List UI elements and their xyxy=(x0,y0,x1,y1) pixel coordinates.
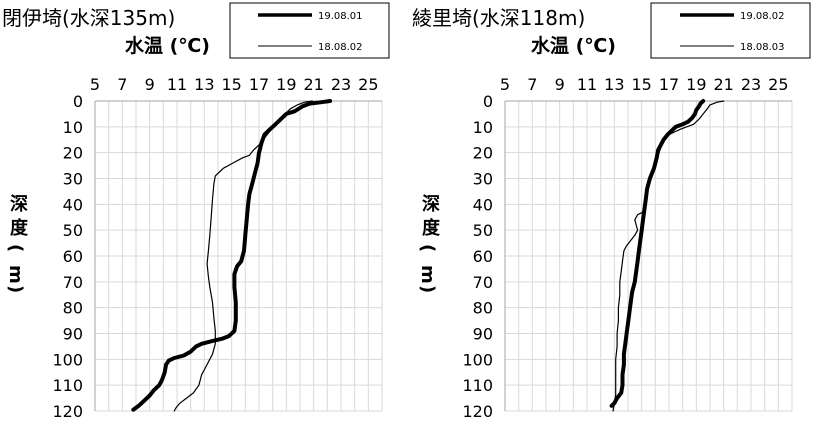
legend-label-series-2: 18.08.02 xyxy=(318,42,363,53)
y-axis-label-char: ( xyxy=(417,244,438,252)
y-tick-label: 50 xyxy=(63,221,83,240)
y-axis-label-char: ( xyxy=(5,244,26,252)
legend-box xyxy=(650,2,811,59)
x-axis-label: 水温 (℃) xyxy=(531,35,616,57)
y-tick-label: 40 xyxy=(63,195,83,214)
x-tick-label: 11 xyxy=(167,75,187,94)
x-tick-label: 13 xyxy=(604,75,624,94)
y-tick-labels: 0 10 20 30 40 50 60 70 80 90 100 110 120 xyxy=(462,92,493,421)
x-tick-label: 23 xyxy=(741,75,761,94)
x-tick-label: 25 xyxy=(358,75,378,94)
x-tick-label: 19 xyxy=(276,75,296,94)
y-tick-label: 70 xyxy=(63,273,83,292)
y-tick-label: 120 xyxy=(462,402,493,421)
y-axis-label-char: m xyxy=(5,265,26,284)
x-tick-label: 13 xyxy=(194,75,214,94)
x-tick-label: 7 xyxy=(527,75,537,94)
y-tick-label: 80 xyxy=(63,299,83,318)
x-tick-label: 5 xyxy=(90,75,100,94)
y-tick-label: 10 xyxy=(473,118,493,137)
series-line-18-08-03 xyxy=(612,100,725,412)
legend-box xyxy=(229,2,390,59)
y-tick-label: 80 xyxy=(473,299,493,318)
x-tick-label: 21 xyxy=(303,75,323,94)
y-axis-label-char: 度 xyxy=(422,217,441,239)
x-tick-label: 7 xyxy=(117,75,127,94)
x-tick-label: 15 xyxy=(221,75,241,94)
y-axis-label-char: 深 xyxy=(422,193,440,215)
y-tick-label: 0 xyxy=(73,92,83,111)
y-tick-label: 30 xyxy=(473,170,493,189)
y-axis-label-char: 深 xyxy=(10,193,28,215)
y-axis-label-char: 度 xyxy=(10,217,29,239)
x-tick-label: 9 xyxy=(145,75,155,94)
legend-label-series-2: 18.08.03 xyxy=(740,42,785,53)
y-axis-label-char: ) xyxy=(5,285,26,293)
x-tick-label: 19 xyxy=(686,75,706,94)
x-tick-label: 21 xyxy=(713,75,733,94)
x-axis-label: 水温 (℃) xyxy=(125,35,210,57)
series-line-18-08-02 xyxy=(173,100,313,412)
chart-title: 綾里埼(水深118m) xyxy=(412,6,585,30)
y-tick-label: 20 xyxy=(473,144,493,163)
y-axis-label-char: ) xyxy=(417,285,438,293)
series-line-19-08-02 xyxy=(609,99,706,408)
plot-area xyxy=(504,99,793,412)
y-tick-label: 40 xyxy=(473,195,493,214)
legend-label-series-1: 19.08.02 xyxy=(740,11,785,22)
y-tick-label: 70 xyxy=(473,273,493,292)
x-tick-label: 17 xyxy=(249,75,269,94)
y-axis-label: 深度 ( m) xyxy=(5,193,29,293)
x-tick-label: 9 xyxy=(555,75,565,94)
y-tick-label: 100 xyxy=(52,350,83,369)
x-tick-label: 25 xyxy=(768,75,788,94)
x-tick-label: 11 xyxy=(577,75,597,94)
chart-title: 閉伊埼(水深135m) xyxy=(2,6,175,30)
legend-label-series-1: 19.08.01 xyxy=(318,11,363,22)
x-tick-label: 5 xyxy=(500,75,510,94)
x-tick-labels: 5 7 9 11 13 15 17 19 21 23 25 xyxy=(500,75,789,94)
x-tick-label: 23 xyxy=(331,75,351,94)
y-tick-label: 60 xyxy=(473,247,493,266)
x-tick-label: 15 xyxy=(631,75,651,94)
y-tick-label: 60 xyxy=(63,247,83,266)
y-tick-label: 10 xyxy=(63,118,83,137)
y-axis-label: 深度 ( m) xyxy=(417,193,441,293)
plot-area xyxy=(94,99,383,412)
y-tick-label: 30 xyxy=(63,170,83,189)
y-tick-label: 20 xyxy=(63,144,83,163)
y-tick-labels: 0 10 20 30 40 50 60 70 80 90 100 110 120 xyxy=(52,92,83,421)
y-tick-label: 0 xyxy=(483,92,493,111)
y-tick-label: 90 xyxy=(473,325,493,344)
y-tick-label: 110 xyxy=(52,376,83,395)
y-tick-label: 90 xyxy=(63,325,83,344)
y-axis-label-char: m xyxy=(417,265,438,284)
y-tick-label: 120 xyxy=(52,402,83,421)
y-tick-label: 100 xyxy=(462,350,493,369)
y-tick-label: 110 xyxy=(462,376,493,395)
x-tick-labels: 5 7 9 11 13 15 17 19 21 23 25 xyxy=(90,75,379,94)
y-tick-label: 50 xyxy=(473,221,493,240)
x-tick-label: 17 xyxy=(659,75,679,94)
